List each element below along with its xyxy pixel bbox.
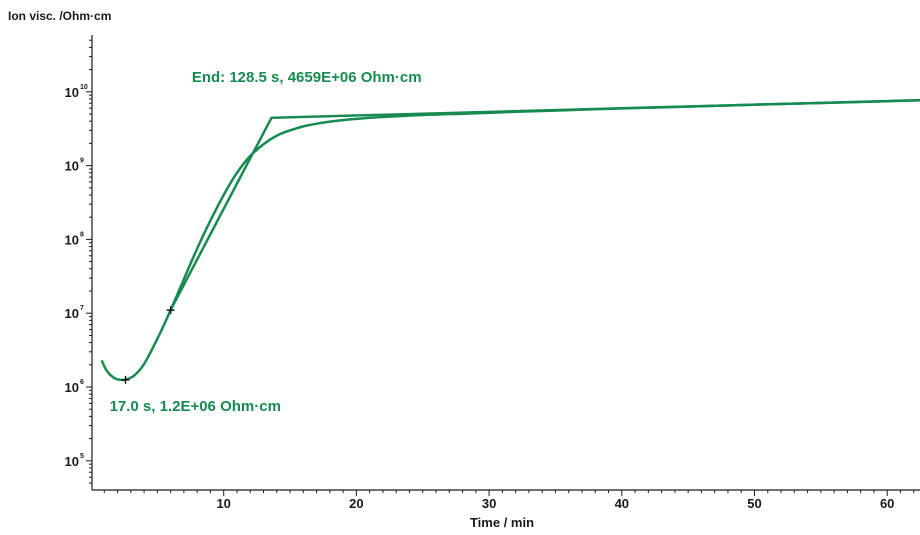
y-tick-base: 10 [65,380,79,395]
y-tick-base: 10 [65,306,79,321]
markers [121,306,175,384]
x-ticks: 10 20 30 40 50 60 [103,490,915,511]
annotation: End: 128.5 s, 4659E+06 Ohm·cm [192,69,422,86]
y-tick-label: 10 10 [65,84,88,100]
x-tick-label: 50 [747,496,761,511]
y-tick-exponent: 9 [80,158,84,165]
point-marker [166,306,175,315]
point-marker [121,375,130,384]
y-tick-label: 10 9 [65,158,84,174]
y-tick-base: 10 [65,85,79,100]
series-line [100,98,920,382]
y-tick-exponent: 10 [80,84,88,91]
x-axis-title: Time / min [470,515,534,530]
x-tick-label: 60 [880,496,894,511]
y-tick-exponent: 8 [80,231,84,238]
y-tick-label: 10 7 [65,305,84,321]
annotations: End: 128.5 s, 4659E+06 Ohm·cm 17.0 s, 1.2… [110,69,422,415]
annotation: 17.0 s, 1.2E+06 Ohm·cm [110,398,281,415]
y-tick-exponent: 6 [80,379,84,386]
y-tick-exponent: 7 [80,305,84,312]
y-axis-label: Ion visc. /Ohm·cm [8,9,111,23]
x-tick-label: 20 [349,496,363,511]
y-tick-base: 10 [65,454,79,469]
x-tick-label: 40 [615,496,629,511]
y-tick-label: 10 8 [65,231,84,247]
x-tick-label: 30 [482,496,496,511]
y-tick-label: 10 6 [65,379,84,395]
y-tick-base: 10 [65,232,79,247]
y-tick-base: 10 [65,159,79,174]
axes [91,35,920,491]
y-tick-exponent: 5 [80,453,84,460]
x-tick-label: 10 [216,496,230,511]
y-tick-label: 10 5 [65,453,84,469]
